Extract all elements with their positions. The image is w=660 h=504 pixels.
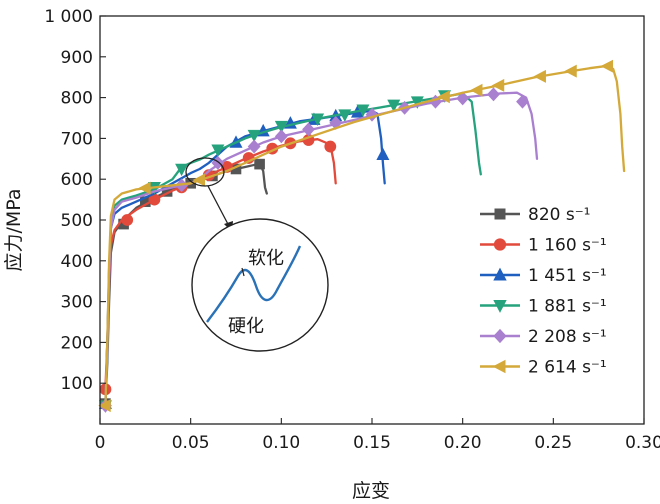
zoom-ellipse — [191, 218, 329, 352]
y-tick-label: 900 — [61, 48, 93, 68]
softening-label: 软化 — [248, 248, 284, 269]
data-point — [175, 163, 189, 177]
legend-label: 820 s⁻¹ — [528, 205, 591, 225]
data-point — [211, 144, 225, 157]
data-point — [356, 104, 370, 117]
series-line — [104, 91, 539, 407]
data-point — [491, 78, 505, 92]
data-point — [533, 69, 546, 83]
y-axis-title: 应力/MPa — [3, 188, 25, 271]
data-point — [274, 129, 288, 144]
data-point — [247, 129, 261, 143]
data-point — [470, 83, 483, 97]
legend-marker — [493, 267, 507, 281]
x-tick-label: 0.30 — [625, 433, 660, 453]
data-point — [274, 120, 288, 134]
y-tick-label: 600 — [61, 170, 93, 190]
data-point — [138, 181, 151, 195]
data-point — [376, 147, 390, 161]
legend-label: 1 881 s⁻¹ — [528, 297, 607, 317]
x-tick-label: 0.05 — [172, 433, 210, 453]
series-5 — [99, 87, 539, 413]
data-point — [338, 109, 352, 122]
legend-item: 1 160 s⁻¹ — [480, 236, 607, 256]
y-tick-label: 300 — [61, 293, 93, 313]
x-tick-label: 0 — [95, 433, 106, 453]
data-point — [487, 87, 500, 102]
legend-label: 2 208 s⁻¹ — [528, 327, 607, 347]
y-tick-label: 800 — [61, 89, 93, 109]
x-axis-title: 应变 — [352, 480, 390, 502]
legend-label: 1 451 s⁻¹ — [528, 266, 607, 286]
data-point — [192, 173, 206, 187]
y-tick-label: 100 — [61, 374, 93, 394]
legend-marker — [493, 299, 507, 313]
legend: 820 s⁻¹ 1 160 s⁻¹ 1 451 s⁻¹ 1 881 s⁻¹ 2 208 … — [480, 205, 607, 378]
y-tick-label: 200 — [61, 333, 93, 353]
softening-pointer — [241, 267, 245, 277]
data-point — [456, 91, 470, 106]
legend-label: 1 160 s⁻¹ — [528, 236, 607, 256]
y-tick-label: 700 — [61, 129, 93, 149]
legend-label: 2 614 s⁻¹ — [528, 358, 607, 378]
data-point — [516, 94, 529, 109]
data-point — [302, 122, 315, 137]
legend-item: 1 881 s⁻¹ — [480, 297, 607, 317]
magnifier-annotation: 软化 硬化 — [185, 157, 329, 352]
data-point — [324, 140, 337, 153]
data-point — [564, 64, 577, 78]
legend-item: 1 451 s⁻¹ — [480, 266, 607, 286]
data-point — [387, 99, 401, 113]
small-circle — [185, 157, 225, 187]
data-point — [437, 90, 450, 104]
data-point — [600, 59, 614, 73]
y-tick-label: 500 — [61, 211, 93, 231]
legend-marker — [492, 359, 506, 374]
x-tick-label: 0.15 — [353, 433, 391, 453]
legend-marker — [494, 208, 506, 220]
legend-marker — [493, 328, 507, 344]
legend-item: 2 614 s⁻¹ — [480, 358, 607, 378]
legend-item: 2 208 s⁻¹ — [480, 327, 607, 347]
data-point — [98, 399, 111, 413]
y-tick-label: 1 000 — [44, 7, 93, 27]
x-tick-label: 0.25 — [534, 433, 572, 453]
zoom-curve — [206, 245, 302, 323]
data-point — [247, 139, 261, 154]
hardening-label: 硬化 — [228, 316, 264, 337]
data-point — [254, 158, 265, 170]
magnifier-arrow-line — [207, 185, 231, 229]
data-point — [311, 113, 325, 126]
y-tick-label: 400 — [61, 252, 93, 272]
x-tick-label: 0.20 — [444, 433, 482, 453]
data-point — [121, 214, 134, 226]
x-tick-label: 0.10 — [262, 433, 300, 453]
legend-item: 820 s⁻¹ — [480, 205, 591, 225]
series-6 — [98, 59, 626, 413]
legend-marker — [493, 238, 507, 251]
